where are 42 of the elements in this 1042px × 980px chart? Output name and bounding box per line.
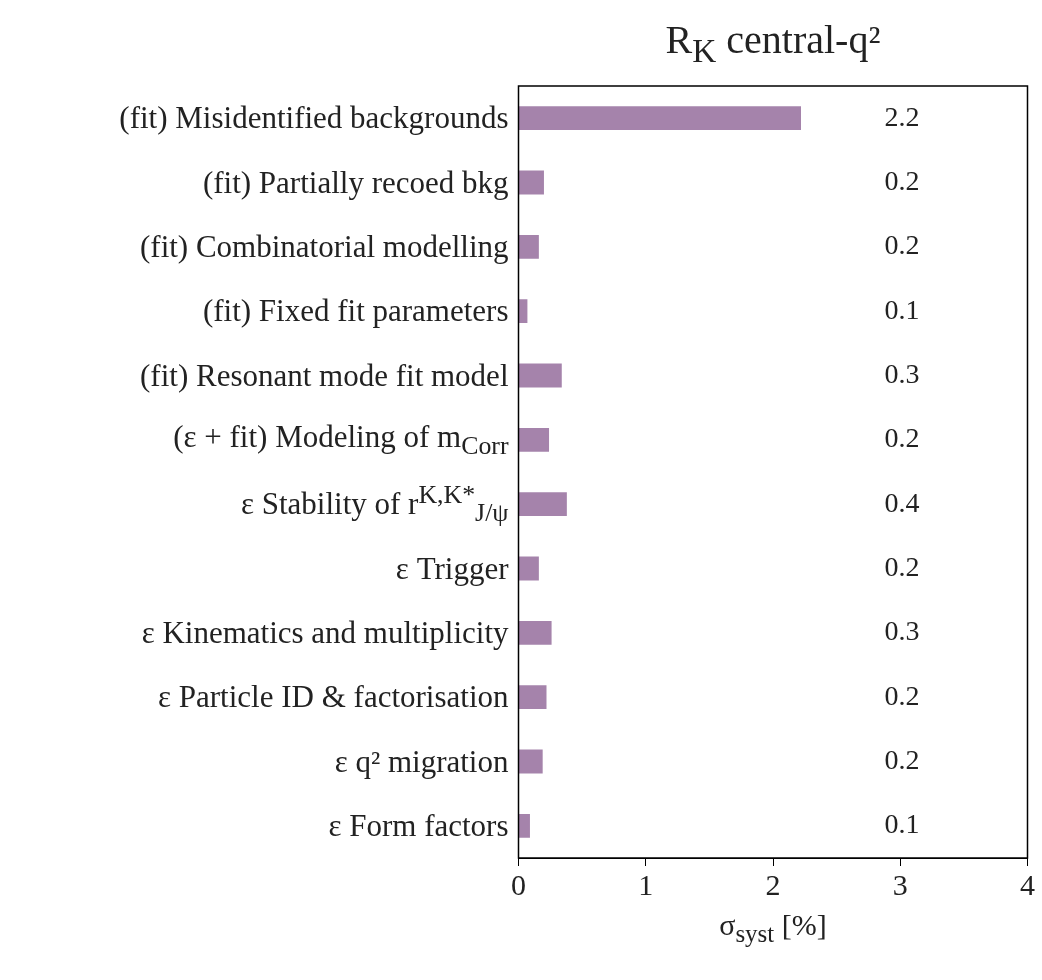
bar <box>519 427 550 452</box>
bar <box>519 299 528 324</box>
data-label: 0.3 <box>884 357 920 389</box>
y-tick-label: ε Kinematics and multiplicity <box>141 614 509 651</box>
y-tick-label: ε Form factors <box>328 807 509 844</box>
bar <box>519 556 539 581</box>
y-tick-label: (ε + fit) Modeling of m$_{Corr}$ <box>173 418 509 461</box>
data-label: 0.1 <box>884 808 920 840</box>
y-tick-label: (fit) Fixed fit parameters <box>202 293 509 330</box>
bar <box>519 170 544 195</box>
bar <box>519 492 567 517</box>
data-label: 2.2 <box>884 100 920 132</box>
y-tick-label: ε Particle ID & factorisation <box>158 679 509 716</box>
bar <box>519 234 539 259</box>
x-tick-label: 3 <box>892 867 908 901</box>
y-tick-label: (fit) Misidentified backgrounds <box>119 100 509 137</box>
bar <box>519 685 547 710</box>
data-label: 0.4 <box>884 486 920 518</box>
x-axis-title: σ$_{syst}$ [%] <box>718 908 828 948</box>
x-tick-label: 0 <box>511 867 526 901</box>
data-label: 0.1 <box>884 293 920 325</box>
chart-title: R$_{K}$ central-q² <box>664 16 882 70</box>
data-label: 0.2 <box>884 164 920 196</box>
x-tick-label: 4 <box>1020 867 1035 901</box>
y-tick-label: (fit) Combinatorial modelling <box>140 228 509 265</box>
bar <box>519 620 552 645</box>
data-label: 0.2 <box>884 422 920 454</box>
bar <box>519 106 801 131</box>
x-tick-label: 1 <box>638 867 654 901</box>
data-label: 0.2 <box>884 550 920 582</box>
y-tick-label: (fit) Resonant mode fit model <box>140 357 509 394</box>
bar <box>519 749 543 774</box>
data-label: 0.2 <box>884 743 920 775</box>
y-tick-label: ε q² migration <box>334 743 509 780</box>
bar <box>519 813 530 838</box>
y-tick-label: ε Trigger <box>395 550 509 587</box>
data-label: 0.2 <box>884 229 920 261</box>
x-tick-label: 2 <box>765 867 781 901</box>
data-label: 0.2 <box>884 679 920 711</box>
y-tick-label: (fit) Partially recoed bkg <box>202 164 509 201</box>
data-label: 0.3 <box>884 615 920 647</box>
bar <box>519 363 562 388</box>
